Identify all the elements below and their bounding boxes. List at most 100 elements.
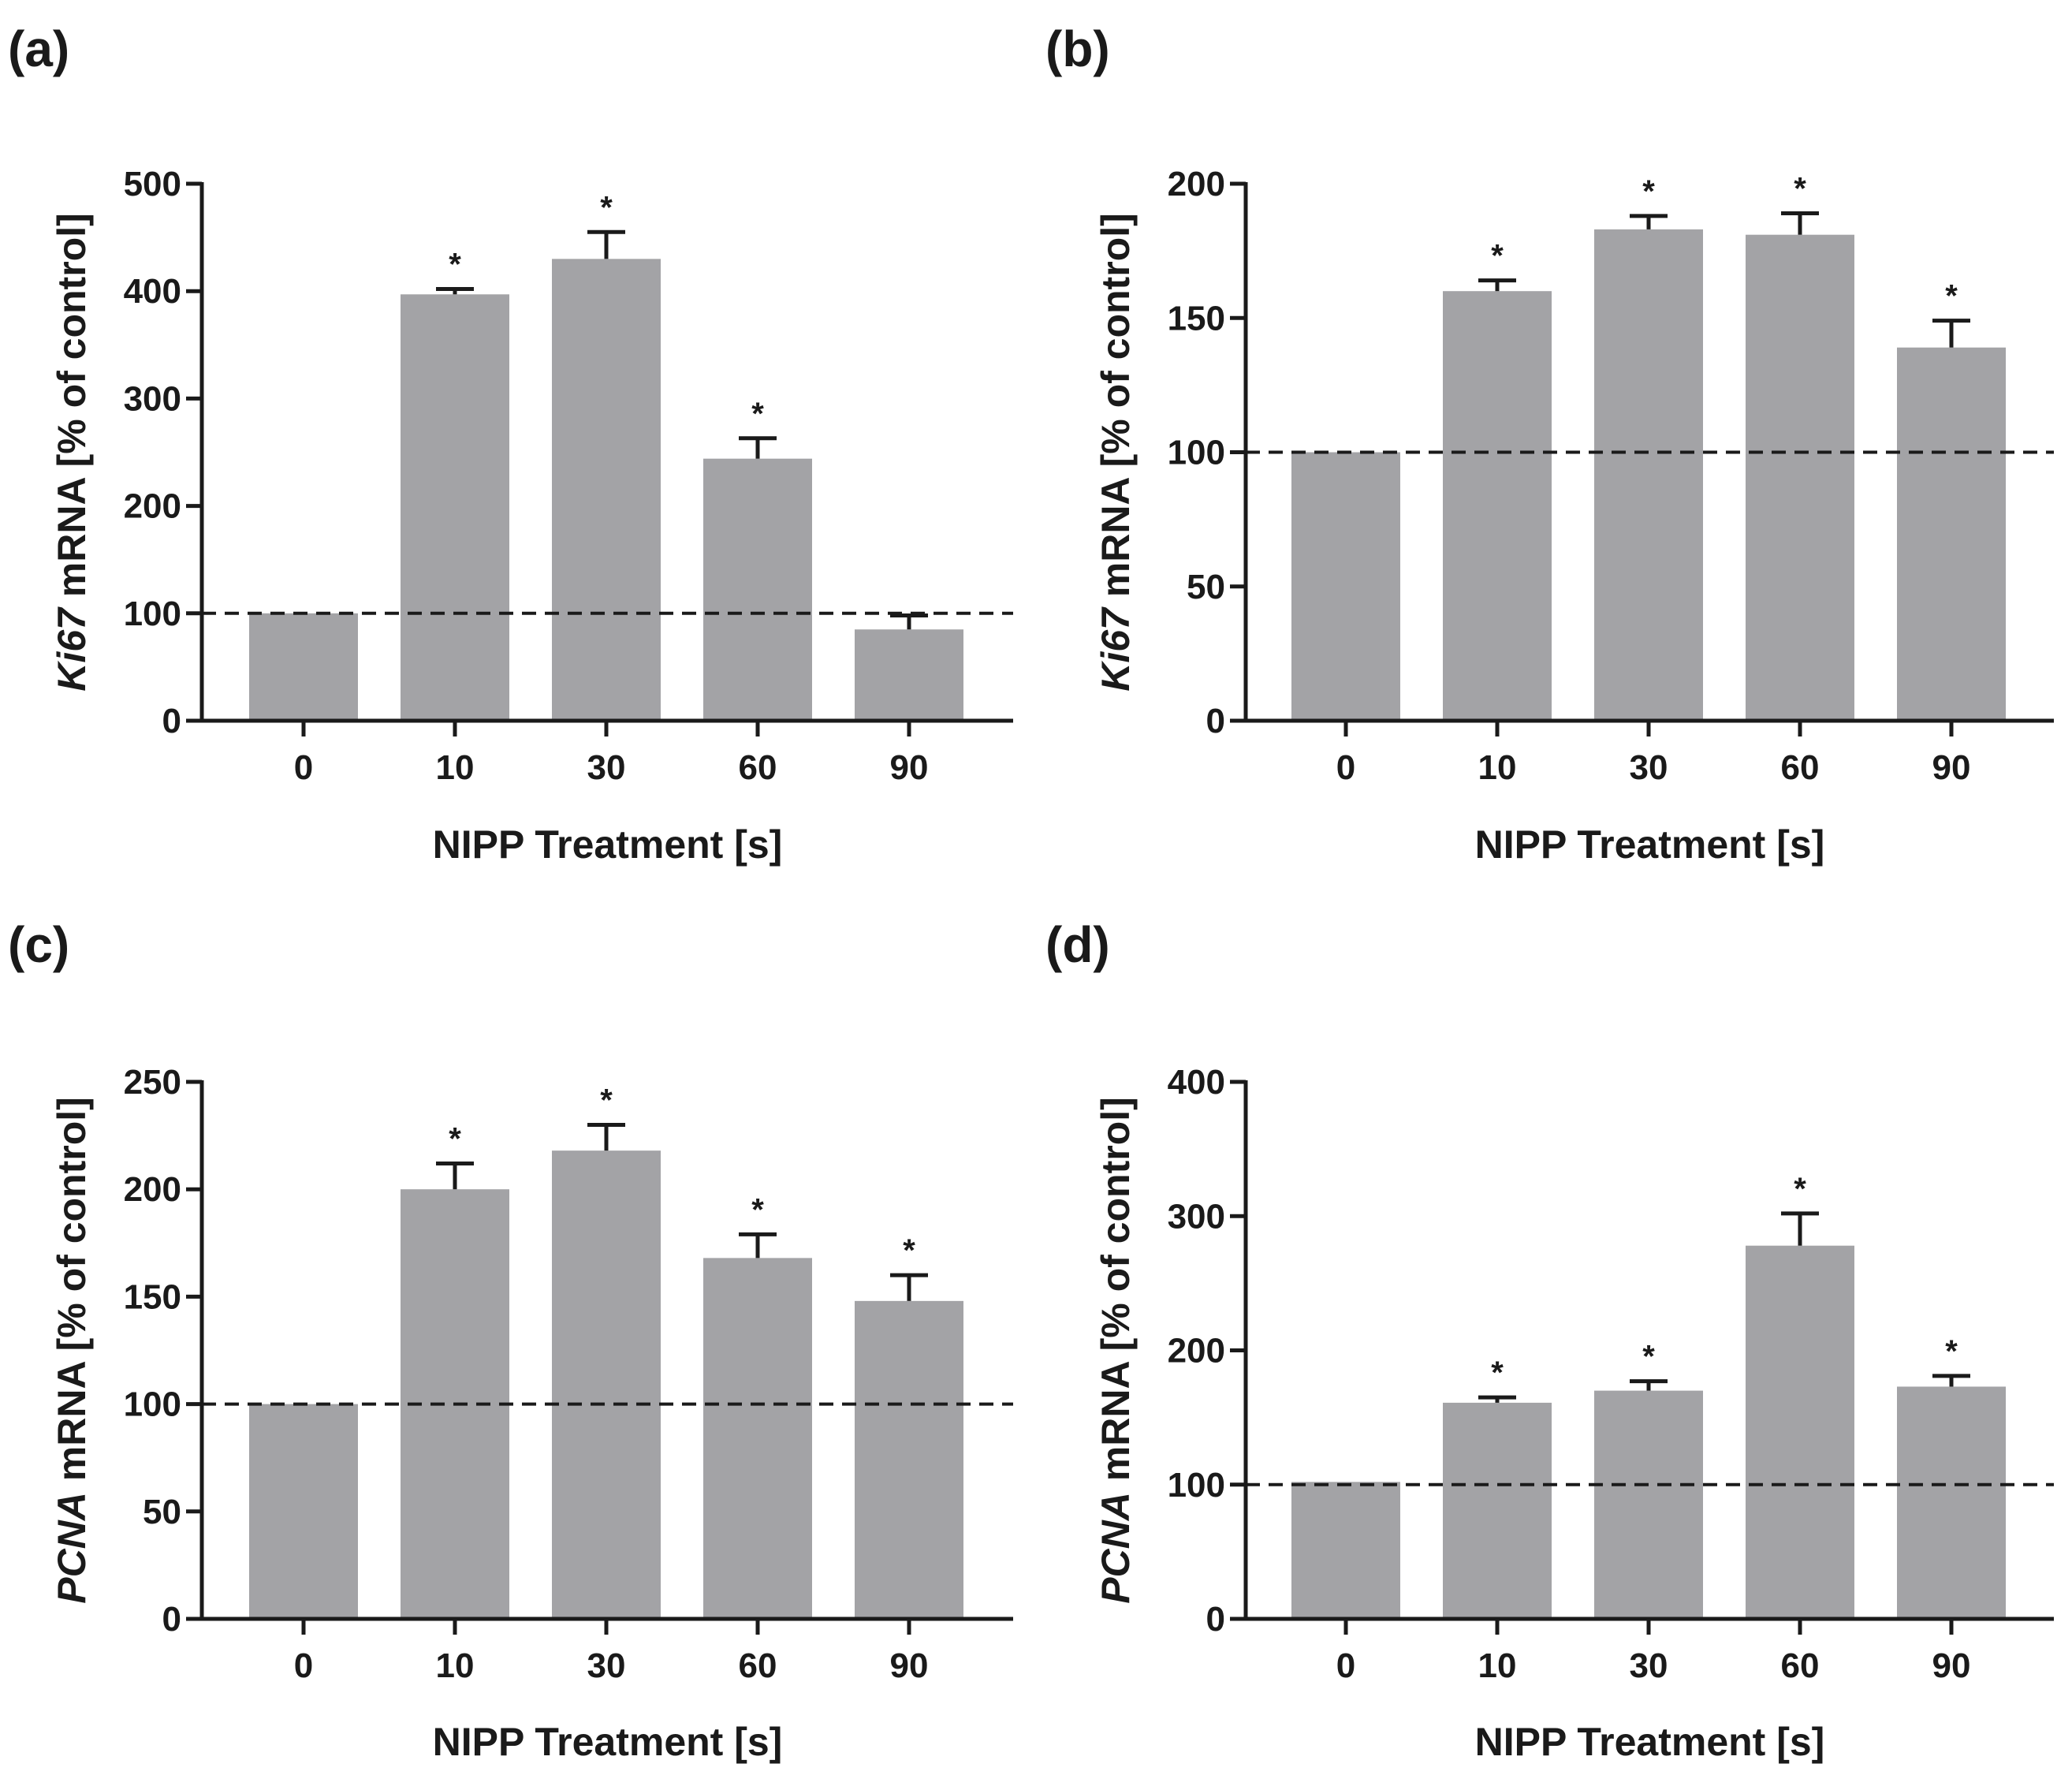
y-tick-label: 400 (124, 272, 181, 311)
significance-marker: * (1642, 174, 1655, 209)
y-axis-title-unit: mRNA [% of control] (1094, 213, 1138, 608)
y-axis-title: Ki67 mRNA [% of control] (50, 213, 94, 692)
y-tick-label: 0 (1206, 1600, 1225, 1639)
significance-marker: * (903, 1233, 915, 1268)
bar (1594, 1390, 1703, 1619)
y-tick-label: 500 (124, 165, 181, 203)
x-tick-label: 60 (739, 748, 777, 787)
panel-label: (b) (1045, 21, 1110, 77)
bar (1443, 1402, 1552, 1619)
chart-panel: (a) * * * 0 100 200 300 400 500 0 10 30 60 90 NIPP Trea… (8, 21, 1013, 867)
y-axis-title-gene: PCNA (50, 1492, 94, 1604)
y-tick-label: 100 (124, 1385, 181, 1424)
x-tick-label: 90 (890, 748, 929, 787)
bar (401, 294, 509, 721)
x-tick-label: 0 (1336, 1646, 1355, 1685)
x-tick-label: 10 (436, 748, 475, 787)
bar (703, 1258, 812, 1619)
panel-label: (d) (1045, 916, 1110, 973)
y-tick-label: 0 (1206, 702, 1225, 740)
x-axis-title: NIPP Treatment [s] (1475, 1720, 1825, 1764)
bar (1746, 1245, 1854, 1619)
significance-marker: * (1642, 1340, 1655, 1374)
y-tick-label: 50 (143, 1493, 181, 1531)
x-tick-label: 60 (739, 1646, 777, 1685)
x-axis-title: NIPP Treatment [s] (433, 1720, 783, 1764)
bar (552, 1150, 661, 1619)
x-axis-title: NIPP Treatment [s] (433, 822, 783, 867)
y-tick-label: 300 (1168, 1197, 1225, 1236)
x-tick-label: 30 (1630, 1646, 1668, 1685)
bar (552, 259, 661, 722)
x-tick-label: 30 (1630, 748, 1668, 787)
y-tick-label: 200 (1168, 165, 1225, 203)
y-tick-label: 200 (124, 487, 181, 526)
y-axis-title-unit: mRNA [% of control] (50, 1097, 94, 1492)
y-axis-title-gene: PCNA (1094, 1492, 1138, 1604)
y-tick-label: 100 (1168, 434, 1225, 472)
x-tick-label: 10 (436, 1646, 475, 1685)
y-axis-title-gene: Ki67 (50, 606, 94, 692)
chart-panel: (d) * * * * 0 100 200 300 400 0 10 30 60 90 NIPP Treatm… (1045, 916, 2054, 1764)
y-tick-label: 200 (1168, 1332, 1225, 1370)
y-tick-label: 100 (1168, 1466, 1225, 1505)
bar (249, 613, 358, 721)
y-tick-label: 300 (124, 379, 181, 418)
panel-label: (c) (8, 916, 69, 973)
y-axis-title: PCNA mRNA [% of control] (1094, 1097, 1138, 1604)
y-tick-label: 0 (162, 702, 181, 740)
y-axis-title: PCNA mRNA [% of control] (50, 1097, 94, 1604)
bar (855, 629, 963, 721)
significance-marker: * (751, 397, 764, 431)
y-axis-title-unit: mRNA [% of control] (50, 213, 94, 608)
y-tick-label: 250 (124, 1063, 181, 1102)
x-tick-label: 90 (890, 1646, 929, 1685)
bar (1897, 347, 2006, 721)
chart-panel: (b) * * * * 0 50 100 150 200 0 10 30 60 90 NIPP Treatme… (1045, 21, 2054, 867)
bar (1594, 229, 1703, 721)
significance-marker: * (1491, 1355, 1504, 1390)
y-tick-label: 150 (1168, 299, 1225, 337)
y-tick-label: 100 (124, 595, 181, 633)
x-tick-label: 60 (1781, 1646, 1820, 1685)
y-tick-label: 50 (1187, 568, 1225, 606)
bar (855, 1300, 963, 1619)
y-axis-title-unit: mRNA [% of control] (1094, 1097, 1138, 1492)
x-tick-label: 0 (294, 748, 313, 787)
bar (1443, 291, 1552, 721)
bar (249, 1404, 358, 1619)
x-tick-label: 0 (1336, 748, 1355, 787)
y-tick-label: 400 (1168, 1063, 1225, 1102)
x-tick-label: 10 (1478, 1646, 1517, 1685)
y-axis-title: Ki67 mRNA [% of control] (1094, 213, 1138, 692)
significance-marker: * (1491, 239, 1504, 274)
significance-marker: * (449, 1122, 461, 1157)
bar (703, 458, 812, 721)
y-tick-label: 150 (124, 1277, 181, 1316)
bar (1291, 1482, 1400, 1619)
significance-marker: * (1794, 171, 1806, 206)
x-tick-label: 90 (1932, 748, 1971, 787)
x-axis-title: NIPP Treatment [s] (1475, 822, 1825, 867)
significance-marker: * (1945, 279, 1958, 314)
significance-marker: * (751, 1192, 764, 1227)
bar (1291, 452, 1400, 721)
significance-marker: * (1945, 1334, 1958, 1369)
bar (1746, 234, 1854, 721)
x-tick-label: 90 (1932, 1646, 1971, 1685)
chart-panel: (c) * * * * 0 50 100 150 200 250 0 10 30 60 90 NIPP Trea… (8, 916, 1013, 1764)
x-tick-label: 60 (1781, 748, 1820, 787)
significance-marker: * (449, 247, 461, 282)
y-tick-label: 0 (162, 1600, 181, 1639)
panel-label: (a) (8, 21, 69, 77)
bar (1897, 1386, 2006, 1619)
x-tick-label: 10 (1478, 748, 1517, 787)
significance-marker: * (1794, 1172, 1806, 1206)
significance-marker: * (600, 190, 613, 225)
y-tick-label: 200 (124, 1170, 181, 1209)
x-tick-label: 30 (587, 1646, 626, 1685)
y-axis-title-gene: Ki67 (1094, 606, 1138, 692)
significance-marker: * (600, 1083, 613, 1117)
x-tick-label: 0 (294, 1646, 313, 1685)
